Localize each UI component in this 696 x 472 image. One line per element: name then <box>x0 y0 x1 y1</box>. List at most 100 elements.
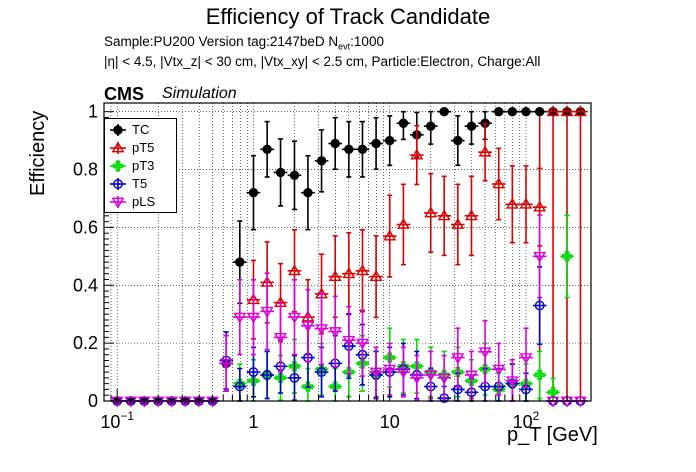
plot-frame <box>103 102 592 402</box>
point-pls <box>492 364 506 376</box>
legend-label: pT3 <box>132 158 155 173</box>
point-pls <box>219 358 233 370</box>
point-pls <box>274 332 287 344</box>
point-tc <box>385 135 395 146</box>
point-pt5 <box>424 206 438 218</box>
point-tc <box>344 144 354 154</box>
point-pls <box>165 396 179 408</box>
point-pls <box>533 251 547 263</box>
y-tick-label: 0.2 <box>73 333 98 353</box>
point-tc <box>262 144 272 154</box>
y-tick-label: 0.6 <box>73 217 98 237</box>
point-tc <box>494 106 504 117</box>
point-pls <box>505 376 519 388</box>
point-pt3 <box>452 366 464 378</box>
simulation-label: Simulation <box>162 85 237 102</box>
point-tc <box>398 118 409 128</box>
y-tick-label: 0.8 <box>73 160 98 180</box>
point-pt3 <box>357 358 368 369</box>
point-pt5 <box>546 105 560 117</box>
legend-entry-tc: TC <box>108 122 149 137</box>
y-tick-label: 0 <box>88 391 98 411</box>
point-tc <box>453 135 463 146</box>
point-pt5 <box>465 209 478 221</box>
legend-label: TC <box>132 122 150 137</box>
point-pt5 <box>369 270 383 281</box>
point-pls <box>260 306 274 318</box>
point-pt5 <box>437 209 451 221</box>
cms-label: CMS <box>104 84 144 104</box>
x-axis-label: p_T [GeV] <box>507 424 598 446</box>
point-pt5 <box>574 105 587 117</box>
point-pt5 <box>396 217 410 229</box>
point-pt3 <box>384 352 395 363</box>
point-pt3 <box>248 375 259 386</box>
point-pls <box>137 396 151 408</box>
point-pt5 <box>342 267 356 279</box>
legend-label: pT5 <box>132 140 155 155</box>
point-tc <box>248 187 259 198</box>
y-tick-label: 0.4 <box>73 275 98 295</box>
point-pt5 <box>505 197 519 209</box>
point-pt5 <box>478 145 492 157</box>
point-tc <box>439 106 449 117</box>
point-pt5 <box>533 200 547 212</box>
filled-circle-icon <box>110 123 126 136</box>
point-pls <box>383 364 397 376</box>
y-axis-label: Efficiency <box>27 110 49 196</box>
point-tc <box>235 257 245 267</box>
point-tc <box>330 138 340 149</box>
point-tc <box>426 121 436 131</box>
x-tick-label: 10−1 <box>100 409 134 432</box>
point-pt5 <box>451 217 465 229</box>
point-pt3 <box>343 366 355 378</box>
point-tc <box>534 106 545 117</box>
point-pls <box>451 353 465 365</box>
point-pt3 <box>275 372 286 384</box>
point-pt5 <box>410 148 424 160</box>
point-tc <box>466 121 477 131</box>
legend: TC pT5 pT3 T5 pLS <box>104 118 177 213</box>
x-tick-label: 10 <box>380 412 400 432</box>
point-t5 <box>289 372 300 383</box>
legend-label: T5 <box>132 176 148 191</box>
point-tc <box>289 170 300 181</box>
point-tc <box>371 138 381 149</box>
grid-lines <box>103 103 592 401</box>
legend-label: pLS <box>132 194 156 209</box>
legend-marker <box>113 124 123 135</box>
point-t5 <box>262 370 273 380</box>
point-t5 <box>248 367 259 377</box>
point-pls <box>410 373 424 385</box>
x-tick-label: 1 <box>248 412 258 432</box>
point-pt3 <box>479 363 491 375</box>
point-pls <box>519 353 533 365</box>
legend-marker <box>112 160 124 171</box>
point-pls <box>342 335 356 347</box>
open-cross-icon <box>110 159 126 172</box>
point-pt3 <box>561 251 573 262</box>
x-tick-label: 102 <box>513 409 540 432</box>
point-tc <box>303 187 313 198</box>
point-pt3 <box>520 378 532 389</box>
point-pls <box>437 373 451 385</box>
point-tc <box>275 167 286 178</box>
point-pls <box>424 370 438 382</box>
point-pt3 <box>534 369 545 381</box>
point-pt3 <box>302 381 314 392</box>
point-pls <box>478 347 492 359</box>
point-pt3 <box>466 375 477 386</box>
point-tc <box>521 106 531 117</box>
point-pls <box>178 396 192 408</box>
point-pls <box>356 338 369 350</box>
point-pt3 <box>289 361 300 372</box>
legend-entry-pls: pLS <box>108 194 155 209</box>
point-pls <box>396 367 410 379</box>
chart-title: Efficiency of Track Candidate <box>205 4 491 29</box>
point-tc <box>507 106 518 117</box>
point-pt5 <box>492 177 506 189</box>
point-pls <box>369 367 383 379</box>
open-triangle-icon <box>110 140 126 154</box>
point-pls <box>301 321 315 333</box>
